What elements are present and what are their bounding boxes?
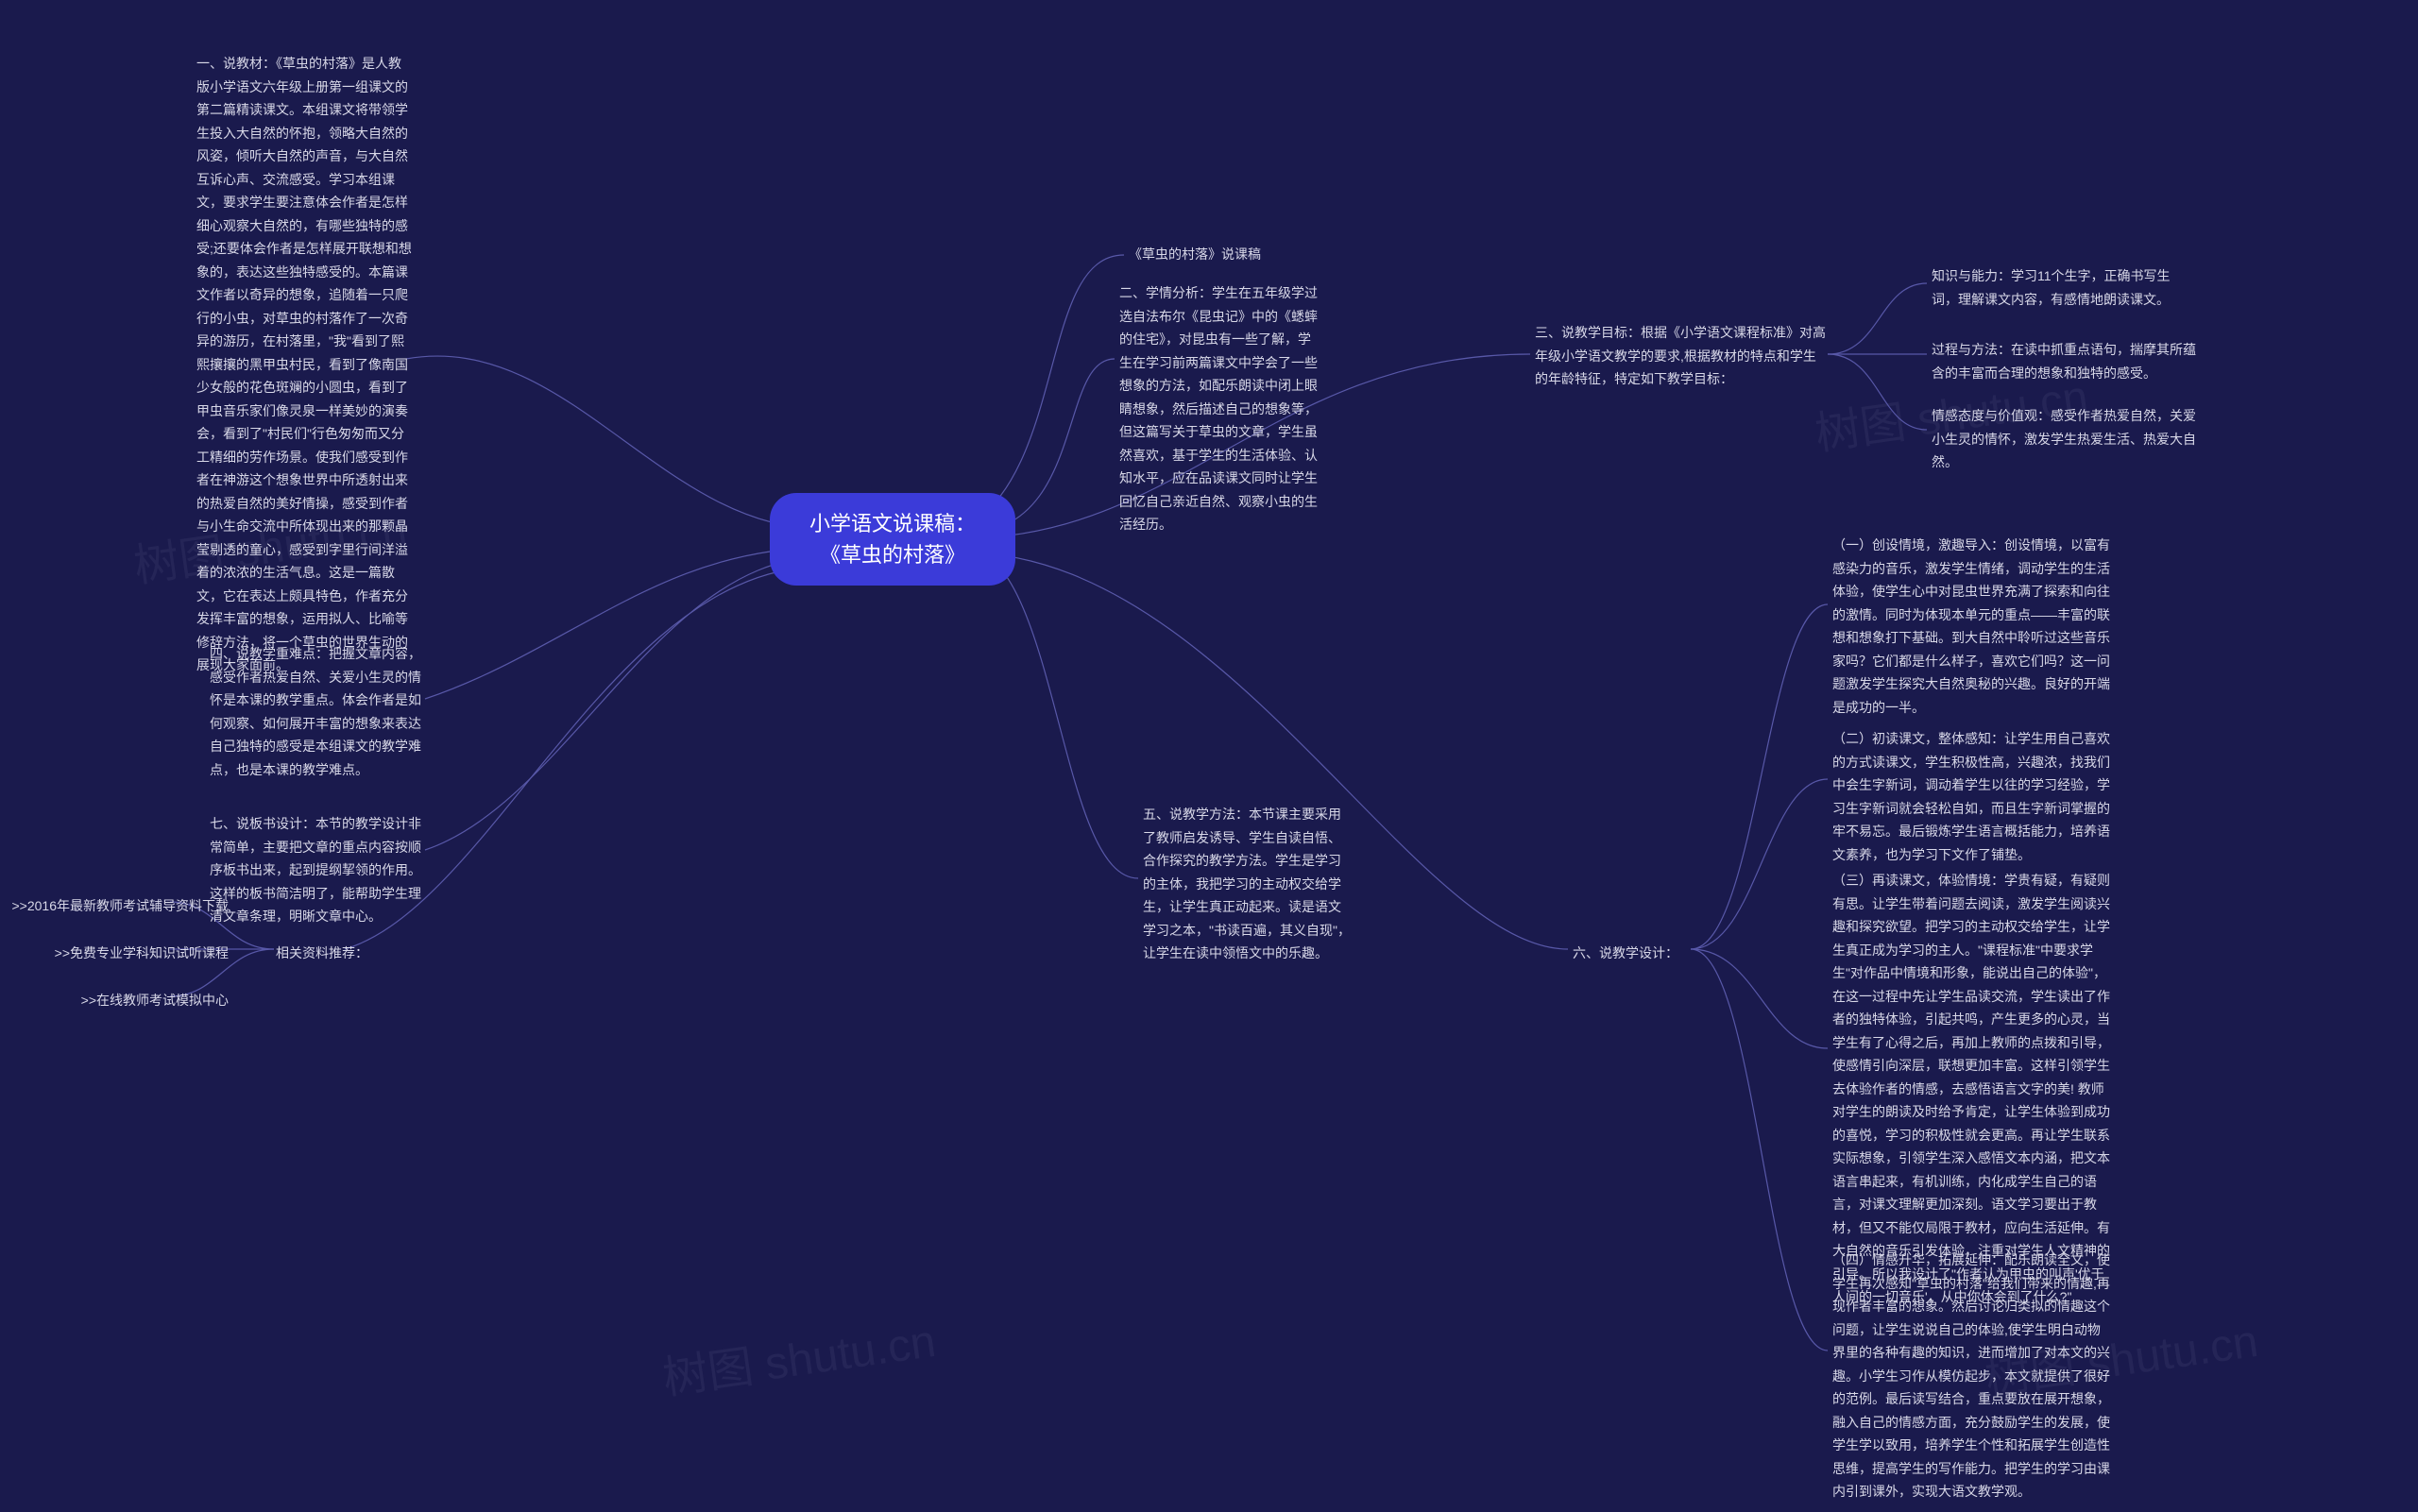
watermark: 树图 shutu.cn xyxy=(658,1303,940,1407)
node-seven: 七、说板书设计：本节的教学设计非常简单，主要把文章的重点内容按顺序板书出来，起到… xyxy=(210,812,422,928)
node-five: 五、说教学方法：本节课主要采用了教师启发诱导、学生自读自悟、合作探究的教学方法。… xyxy=(1143,803,1351,965)
node-title-small: 《草虫的村落》说课稿 xyxy=(1129,244,1337,264)
node-two: 二、学情分析：学生在五年级学过选自法布尔《昆虫记》中的《蟋蟀的住宅》，对昆虫有一… xyxy=(1119,281,1322,536)
node-three-sub-b: 过程与方法：在读中抓重点语句，揣摩其所蕴含的丰富而合理的想象和独特的感受。 xyxy=(1932,338,2196,384)
node-related: 相关资料推荐： xyxy=(276,943,380,963)
node-three-sub-c: 情感态度与价值观：感受作者热爱自然，关爱小生灵的情怀，激发学生热爱生活、热爱大自… xyxy=(1932,404,2196,474)
related-item-a: >>2016年最新教师考试辅导资料下载 xyxy=(11,895,229,916)
node-six-sub-c: （三）再读课文，体验情境：学贵有疑，有疑则有思。让学生带着问题去阅读，激发学生阅… xyxy=(1832,869,2111,1309)
node-six-sub-a: （一）创设情境，激趣导入：创设情境，以富有感染力的音乐，激发学生情绪，调动学生的… xyxy=(1832,534,2111,719)
node-four: 四、说教学重难点：把握文章内容，感受作者热爱自然、关爱小生灵的情怀是本课的教学重… xyxy=(210,642,422,781)
node-six-sub-b: （二）初读课文，整体感知：让学生用自己喜欢的方式读课文，学生积极性高，兴趣浓，找… xyxy=(1832,727,2111,866)
node-three: 三、说教学目标：根据《小学语文课程标准》对高年级小学语文教学的要求,根据教材的特… xyxy=(1535,321,1828,391)
node-three-sub-a: 知识与能力：学习11个生字，正确书写生词，理解课文内容，有感情地朗读课文。 xyxy=(1932,264,2196,311)
node-six: 六、说教学设计： xyxy=(1573,943,1705,963)
related-item-b: >>免费专业学科知识试听课程 xyxy=(11,943,229,963)
node-six-sub-d: （四）情感升华，拓展延伸：配乐朗读全文，使学生再次感知"草虫的村落"给我们带来的… xyxy=(1832,1249,2111,1504)
node-one: 一、说教材：《草虫的村落》是人教版小学语文六年级上册第一组课文的第二篇精读课文。… xyxy=(196,52,414,677)
center-node: 小学语文说课稿：《草虫的村落》 xyxy=(770,493,1015,586)
related-item-c: >>在线教师考试模拟中心 xyxy=(11,990,229,1011)
